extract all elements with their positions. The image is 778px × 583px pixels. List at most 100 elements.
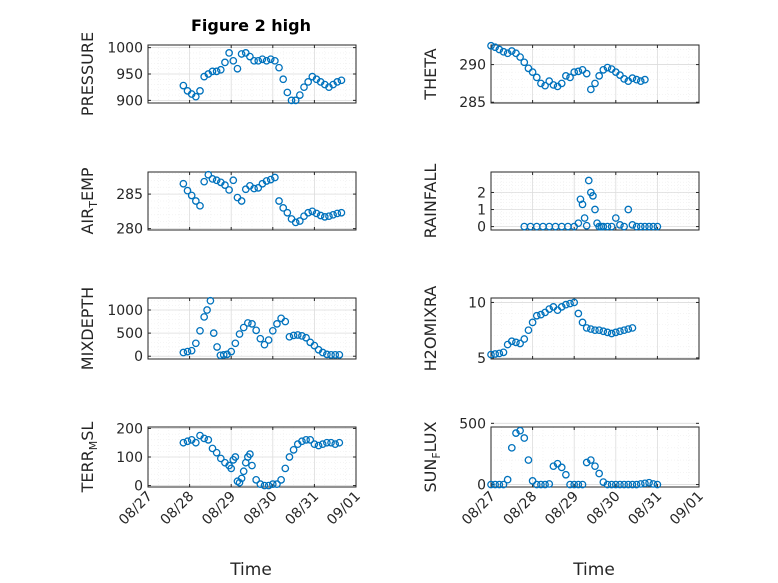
data-point	[595, 72, 604, 80]
y-axis-label-main: H2OMIXRA	[421, 286, 440, 372]
data-point	[221, 181, 229, 189]
y-axis-label: MIXDEPTH	[78, 287, 97, 370]
y-tick-label: 285	[459, 95, 486, 111]
data-point	[589, 192, 597, 200]
data-point	[537, 310, 545, 319]
data-point	[495, 45, 504, 54]
data-point	[212, 448, 221, 457]
data-point	[179, 348, 188, 357]
data-point	[636, 77, 645, 86]
data-point	[216, 65, 225, 74]
data-point	[275, 197, 283, 205]
x-tick-label: 08/27	[459, 489, 499, 529]
data-point	[262, 177, 271, 185]
data-point	[246, 450, 254, 458]
data-point	[580, 214, 589, 222]
data-point	[520, 434, 529, 442]
data-point	[499, 348, 508, 357]
data-point	[653, 222, 662, 231]
data-point	[578, 318, 587, 327]
data-point	[183, 347, 192, 356]
data-point	[200, 313, 209, 321]
data-point	[591, 326, 599, 335]
data-point	[616, 221, 624, 229]
data-point	[620, 222, 628, 231]
data-point	[237, 197, 246, 205]
data-point	[570, 68, 579, 76]
data-point	[620, 480, 628, 489]
data-point	[541, 480, 549, 489]
data-point	[516, 53, 524, 61]
data-point	[320, 213, 329, 221]
data-point	[323, 438, 331, 447]
data-point	[337, 76, 346, 85]
data-point	[566, 480, 574, 489]
data-point	[203, 306, 211, 314]
data-point	[532, 311, 541, 320]
data-point	[256, 334, 265, 343]
data-point	[243, 319, 252, 327]
y-axis-label-main: TERR	[78, 450, 97, 493]
y-tick-label: 0	[134, 479, 143, 495]
data-point	[628, 221, 637, 229]
data-point	[645, 222, 653, 231]
data-point	[287, 96, 296, 105]
data-point	[545, 305, 554, 313]
data-point	[285, 332, 294, 341]
x-tick-label: 08/31	[282, 489, 322, 529]
data-point	[246, 52, 254, 61]
y-axis-label-main: THETA	[421, 48, 440, 100]
subplot-8: 0 500 08/27 08/28 08/29 08/30 08/31 09/01 SUNFLU…	[421, 416, 707, 528]
data-point	[271, 56, 279, 65]
data-point	[512, 49, 520, 58]
data-point	[260, 481, 269, 490]
data-point	[208, 444, 217, 453]
data-point	[503, 475, 512, 484]
data-point	[566, 73, 574, 82]
data-point	[528, 318, 537, 327]
y-tick-label: 1000	[107, 303, 143, 319]
data-point	[229, 56, 238, 65]
data-point	[624, 325, 633, 333]
data-point	[331, 440, 340, 448]
data-point	[250, 56, 258, 65]
data-point	[520, 335, 529, 343]
data-point	[266, 55, 275, 64]
data-point	[487, 480, 495, 489]
x-tick-label: 08/30	[584, 489, 624, 529]
data-point	[528, 68, 537, 76]
data-point	[557, 303, 566, 311]
data-point	[578, 480, 587, 489]
data-point	[231, 339, 240, 348]
y-axis-label: H2OMIXRA	[421, 286, 440, 372]
data-point	[216, 454, 225, 463]
data-point	[209, 329, 218, 337]
data-point	[632, 480, 641, 489]
data-point	[499, 47, 508, 56]
y-tick-label: 1	[477, 203, 486, 219]
data-point	[616, 480, 624, 489]
data-point	[636, 222, 645, 231]
data-point	[289, 331, 298, 340]
data-point	[507, 443, 516, 452]
data-point	[545, 77, 554, 86]
data-point	[591, 205, 599, 214]
data-point	[603, 328, 612, 337]
data-point	[314, 441, 323, 450]
data-point	[179, 179, 188, 188]
data-point	[208, 67, 217, 76]
y-tick-label: 5	[477, 351, 486, 367]
data-point	[302, 333, 310, 342]
data-point	[495, 349, 504, 358]
y-axis-label-main: SUN	[421, 459, 440, 493]
data-point	[264, 336, 273, 344]
data-point	[562, 470, 570, 479]
data-point	[599, 222, 608, 231]
data-point	[620, 326, 628, 335]
data-point	[283, 208, 292, 217]
data-point	[574, 309, 583, 318]
data-point	[206, 296, 215, 305]
data-point	[187, 191, 196, 200]
data-point	[252, 326, 261, 335]
